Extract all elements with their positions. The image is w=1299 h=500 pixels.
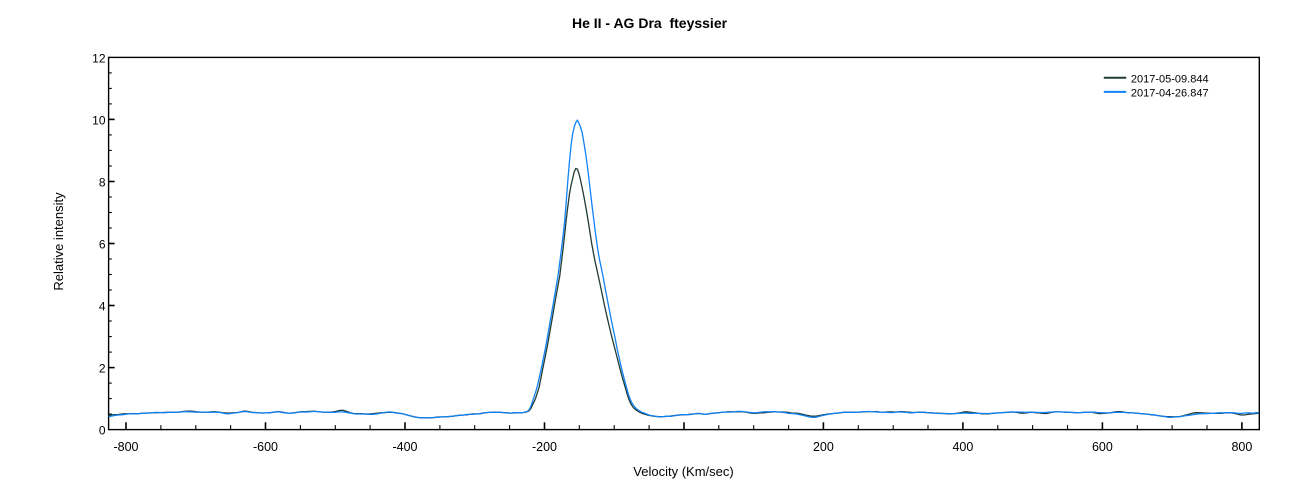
svg-text:6: 6 <box>99 237 106 251</box>
svg-text:800: 800 <box>1231 440 1252 454</box>
svg-text:400: 400 <box>952 440 973 454</box>
svg-text:-800: -800 <box>113 440 138 454</box>
svg-text:2: 2 <box>99 362 106 376</box>
svg-text:200: 200 <box>813 440 834 454</box>
svg-text:600: 600 <box>1092 440 1113 454</box>
svg-text:2017-04-26.847: 2017-04-26.847 <box>1131 87 1209 99</box>
svg-text:-600: -600 <box>253 440 278 454</box>
svg-text:Relative intensity: Relative intensity <box>51 192 66 291</box>
svg-text:-200: -200 <box>532 440 557 454</box>
svg-text:12: 12 <box>92 51 106 65</box>
svg-text:0: 0 <box>99 424 106 438</box>
svg-text:-400: -400 <box>392 440 417 454</box>
svg-text:2017-05-09.844: 2017-05-09.844 <box>1131 73 1209 85</box>
svg-text:He II - AG Dra fteyssier: He II - AG Dra fteyssier <box>572 15 728 31</box>
svg-text:4: 4 <box>99 299 106 313</box>
svg-text:Velocity (Km/sec): Velocity (Km/sec) <box>633 464 733 479</box>
svg-text:10: 10 <box>92 113 106 127</box>
svg-text:8: 8 <box>99 175 106 189</box>
